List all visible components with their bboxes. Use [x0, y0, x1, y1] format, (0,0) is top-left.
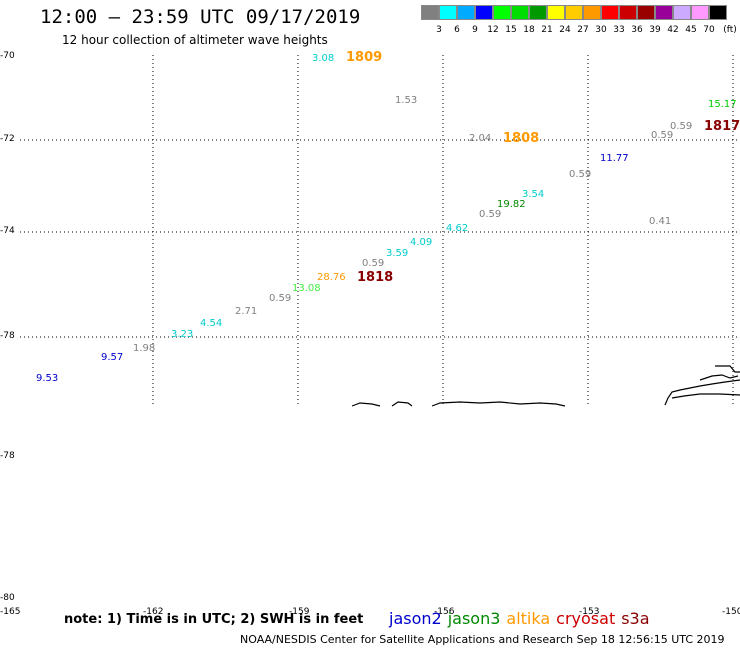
- wave-height-label: 3.23: [171, 329, 194, 340]
- legend-label: 24: [559, 25, 571, 35]
- legend-label: 45: [685, 25, 697, 35]
- legend-label: 3: [436, 25, 442, 35]
- legend-swatch: [691, 5, 709, 20]
- satellite-name: s3a: [621, 609, 650, 628]
- legend-label: 18: [523, 25, 535, 35]
- legend-label: 15: [505, 25, 517, 35]
- legend-swatch: [421, 5, 439, 20]
- pass-time-label: 1809: [346, 50, 383, 65]
- units-note: note: 1) Time is in UTC; 2) SWH is in fe…: [64, 612, 364, 627]
- wave-height-label: 9.53: [36, 373, 59, 384]
- legend-swatch: [583, 5, 601, 20]
- wave-height-label: 15.17: [708, 99, 737, 110]
- legend-swatch: [655, 5, 673, 20]
- lat-label: -74: [0, 226, 15, 236]
- wave-height-label: 0.59: [479, 209, 502, 220]
- legend-swatch: [439, 5, 457, 20]
- satellite-name: altika: [506, 609, 551, 628]
- lon-label: -153: [579, 607, 600, 617]
- legend-label: 42: [667, 25, 679, 35]
- lon-label: -159: [289, 607, 310, 617]
- lon-label: -162: [143, 607, 164, 617]
- wave-height-label: 4.54: [200, 318, 223, 329]
- legend-swatch: [565, 5, 583, 20]
- legend-swatch: [547, 5, 565, 20]
- satellite-name: jason2: [389, 609, 442, 628]
- lat-label: -78: [0, 331, 15, 341]
- legend-swatch: [457, 5, 475, 20]
- legend-swatch: [511, 5, 529, 20]
- pass-time-label: 1817: [704, 119, 740, 134]
- satellite-legend: jason2 jason3 altika cryosat s3a: [389, 609, 656, 628]
- pass-time-label: 1808: [503, 131, 540, 146]
- legend-label: 70: [703, 25, 715, 35]
- wave-height-label: 3.59: [386, 248, 409, 259]
- wave-height-label: 3.08: [312, 53, 335, 64]
- wave-height-label: 0.59: [569, 169, 592, 180]
- legend-label: 39: [649, 25, 661, 35]
- wave-height-label: 0.59: [651, 130, 674, 141]
- pass-time-label: 1818: [357, 270, 394, 285]
- lat-label: -70: [0, 51, 15, 61]
- wave-height-label: 1.53: [395, 95, 418, 106]
- lat-label: -78: [0, 451, 15, 461]
- wave-height-label: 13.08: [292, 283, 321, 294]
- wave-height-label: 2.04: [469, 133, 492, 144]
- wave-height-label: 2.71: [235, 306, 258, 317]
- lat-label: -80: [0, 593, 15, 603]
- coastline: [351, 365, 740, 407]
- legend-swatch: [619, 5, 637, 20]
- satellite-name: jason3: [447, 609, 501, 628]
- legend-swatch: [601, 5, 619, 20]
- legend-swatch: [493, 5, 511, 20]
- legend-swatch: [709, 5, 727, 20]
- map-subtitle: 12 hour collection of altimeter wave hei…: [62, 33, 328, 47]
- wave-height-label: 28.76: [317, 272, 346, 283]
- wave-height-label: 0.59: [269, 293, 292, 304]
- wave-height-label: 9.57: [101, 352, 124, 363]
- wave-height-label: 0.59: [670, 121, 693, 132]
- legend-label: 30: [595, 25, 607, 35]
- legend-label: 9: [472, 25, 478, 35]
- wave-height-label: 1.98: [133, 343, 156, 354]
- wave-height-label: 19.82: [497, 199, 526, 210]
- credit-line: NOAA/NESDIS Center for Satellite Applica…: [240, 633, 725, 646]
- legend-swatch: [475, 5, 493, 20]
- lon-label: -156: [434, 607, 455, 617]
- satellite-name: cryosat: [556, 609, 616, 628]
- wave-height-label: 0.41: [649, 216, 672, 227]
- legend-label: 36: [631, 25, 643, 35]
- wave-height-label: 4.62: [446, 223, 469, 234]
- lon-label: -150: [722, 607, 740, 617]
- legend-label: 27: [577, 25, 589, 35]
- legend-label: 12: [487, 25, 499, 35]
- legend-label: 21: [541, 25, 553, 35]
- wave-height-label: 3.54: [522, 189, 545, 200]
- legend-swatch: [637, 5, 655, 20]
- legend-label: 33: [613, 25, 625, 35]
- wave-height-label: 11.77: [600, 153, 629, 164]
- legend-unit: (ft): [723, 25, 737, 35]
- legend-swatch: [529, 5, 547, 20]
- wave-height-label: 0.59: [362, 258, 385, 269]
- legend-label: 6: [454, 25, 460, 35]
- lat-label: -72: [0, 134, 15, 144]
- lon-label: -165: [0, 607, 21, 617]
- map-title: 12:00 – 23:59 UTC 09/17/2019: [40, 6, 361, 28]
- wave-height-label: 4.09: [410, 237, 433, 248]
- legend-swatch: [673, 5, 691, 20]
